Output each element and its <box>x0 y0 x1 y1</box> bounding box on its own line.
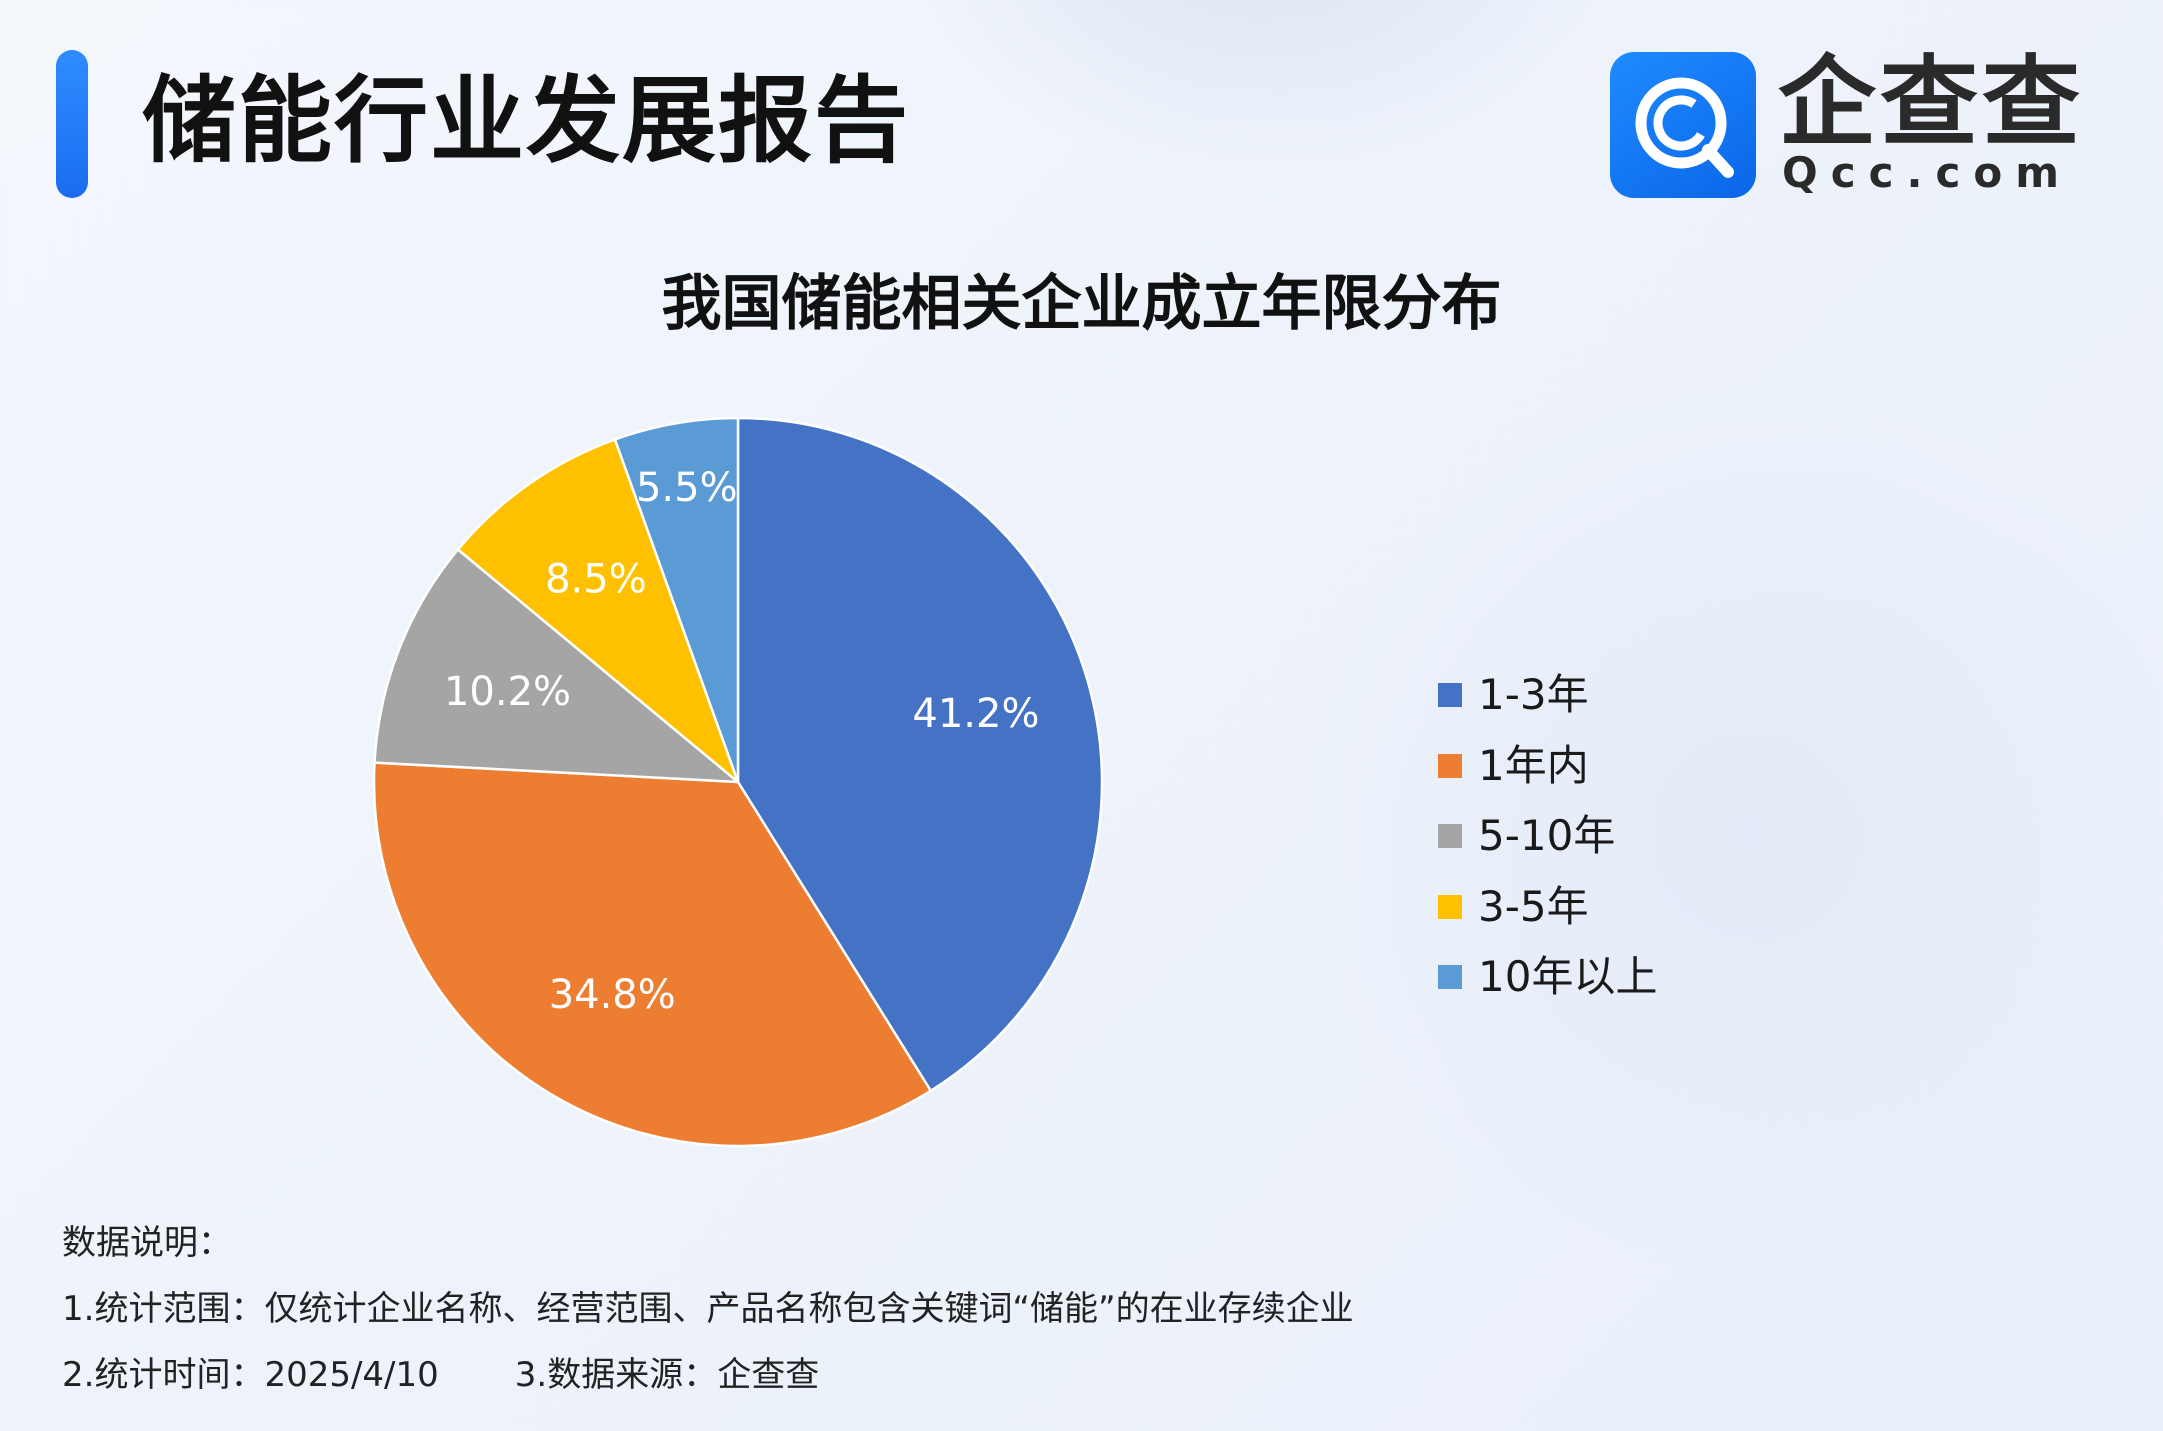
slice-data-label: 8.5% <box>545 556 647 602</box>
notes-time-source: 2.统计时间：2025/4/10 3.数据来源：企查查 <box>62 1342 1354 1408</box>
slice-data-label: 10.2% <box>444 669 571 715</box>
slice-data-label: 41.2% <box>912 691 1039 737</box>
qcc-logo-icon <box>1610 52 1756 198</box>
logo-wordmark-cn: 企查查 <box>1778 46 2085 160</box>
title-accent-bar <box>56 50 88 198</box>
legend-swatch <box>1438 824 1462 849</box>
slice-data-label: 34.8% <box>549 972 676 1018</box>
legend-item: 5-10年 <box>1438 801 1657 872</box>
legend-item: 1-3年 <box>1438 660 1657 731</box>
legend-swatch <box>1438 683 1462 708</box>
legend-swatch <box>1438 753 1462 778</box>
chart-title: 我国储能相关企业成立年限分布 <box>661 269 1502 339</box>
legend-swatch <box>1438 894 1462 919</box>
notes-source: 3.数据来源：企查查 <box>514 1355 820 1395</box>
data-notes: 数据说明： 1.统计范围：仅统计企业名称、经营范围、产品名称包含关键词“储能”的… <box>62 1210 1354 1408</box>
notes-scope: 1.统计范围：仅统计企业名称、经营范围、产品名称包含关键词“储能”的在业存续企业 <box>62 1289 1354 1329</box>
pie-slice <box>736 416 1104 1093</box>
slice-data-label: 5.5% <box>636 465 738 511</box>
legend-label: 10年以上 <box>1478 952 1658 1002</box>
legend-item: 1年内 <box>1438 731 1657 802</box>
notes-time: 2.统计时间：2025/4/10 <box>62 1355 439 1395</box>
page-title: 储能行业发展报告 <box>142 67 911 176</box>
legend-label: 3-5年 <box>1478 881 1589 931</box>
legend-item: 10年以上 <box>1438 942 1657 1013</box>
logo-wordmark-en: Qcc.com <box>1782 148 2072 197</box>
pie-slice <box>373 548 740 784</box>
legend-swatch <box>1438 965 1462 990</box>
pie-slice <box>613 416 740 784</box>
legend-label: 1-3年 <box>1478 670 1589 720</box>
chart-legend: 1-3年 1年内 5-10年 3-5年 10年以上 <box>1438 660 1657 1013</box>
legend-label: 1年内 <box>1478 740 1589 790</box>
legend-item: 3-5年 <box>1438 872 1657 943</box>
pie-slice <box>372 761 933 1148</box>
notes-heading: 数据说明： <box>62 1223 232 1263</box>
pie-slice <box>456 438 740 784</box>
legend-label: 5-10年 <box>1478 811 1616 861</box>
